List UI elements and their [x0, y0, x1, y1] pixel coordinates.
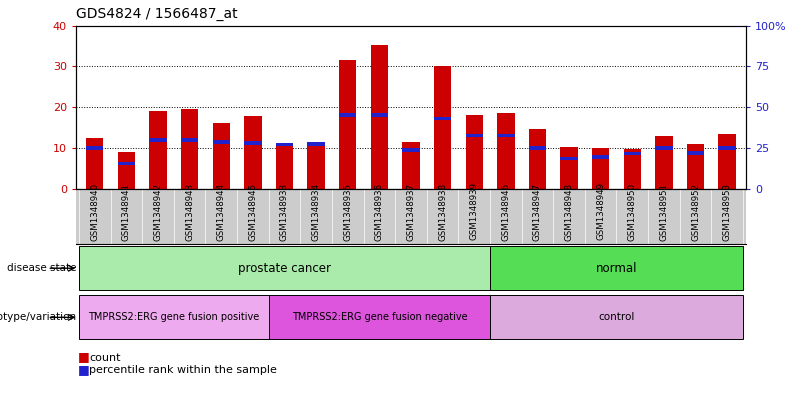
Bar [307, 142, 325, 146]
Bar [465, 115, 483, 189]
Bar [86, 146, 104, 150]
Bar [560, 157, 578, 160]
Bar [465, 134, 483, 138]
Text: genotype/variation: genotype/variation [0, 312, 77, 322]
Bar [181, 138, 199, 141]
Bar [623, 152, 641, 155]
Text: GDS4824 / 1566487_at: GDS4824 / 1566487_at [76, 7, 238, 21]
Bar [244, 141, 262, 145]
Bar [655, 136, 673, 189]
Bar [79, 295, 269, 340]
Text: normal: normal [596, 262, 638, 275]
Bar [149, 111, 167, 189]
Bar [86, 138, 104, 189]
Text: ■: ■ [77, 350, 89, 364]
Bar [687, 151, 704, 154]
Text: TMPRSS2:ERG gene fusion positive: TMPRSS2:ERG gene fusion positive [89, 312, 259, 322]
Bar [718, 134, 736, 189]
Bar [655, 146, 673, 150]
Bar [339, 60, 357, 189]
Bar [718, 146, 736, 150]
Bar [490, 295, 743, 340]
Bar [117, 152, 135, 189]
Bar [434, 117, 452, 120]
Bar [687, 144, 704, 189]
Bar [402, 142, 420, 189]
Bar [79, 246, 490, 290]
Bar [370, 45, 388, 189]
Text: control: control [598, 312, 634, 322]
Text: TMPRSS2:ERG gene fusion negative: TMPRSS2:ERG gene fusion negative [291, 312, 467, 322]
Bar [560, 147, 578, 189]
Text: ■: ■ [77, 363, 89, 376]
Bar [497, 113, 515, 189]
Bar [529, 146, 546, 150]
Bar [269, 295, 490, 340]
Bar [497, 134, 515, 138]
Text: count: count [89, 353, 120, 363]
Bar [307, 144, 325, 189]
Bar [370, 114, 388, 117]
Bar [402, 149, 420, 152]
Text: disease state: disease state [7, 263, 77, 273]
Bar [592, 155, 610, 159]
Bar [276, 143, 293, 147]
Bar [434, 66, 452, 189]
Bar [212, 123, 230, 189]
Bar [181, 109, 199, 189]
Bar [276, 144, 293, 189]
Text: percentile rank within the sample: percentile rank within the sample [89, 365, 277, 375]
Bar [623, 149, 641, 189]
Bar [592, 148, 610, 189]
Text: prostate cancer: prostate cancer [238, 262, 331, 275]
Bar [490, 246, 743, 290]
Bar [529, 129, 546, 189]
Bar [339, 114, 357, 117]
Bar [149, 138, 167, 141]
Bar [244, 116, 262, 189]
Bar [212, 140, 230, 144]
Bar [117, 162, 135, 165]
